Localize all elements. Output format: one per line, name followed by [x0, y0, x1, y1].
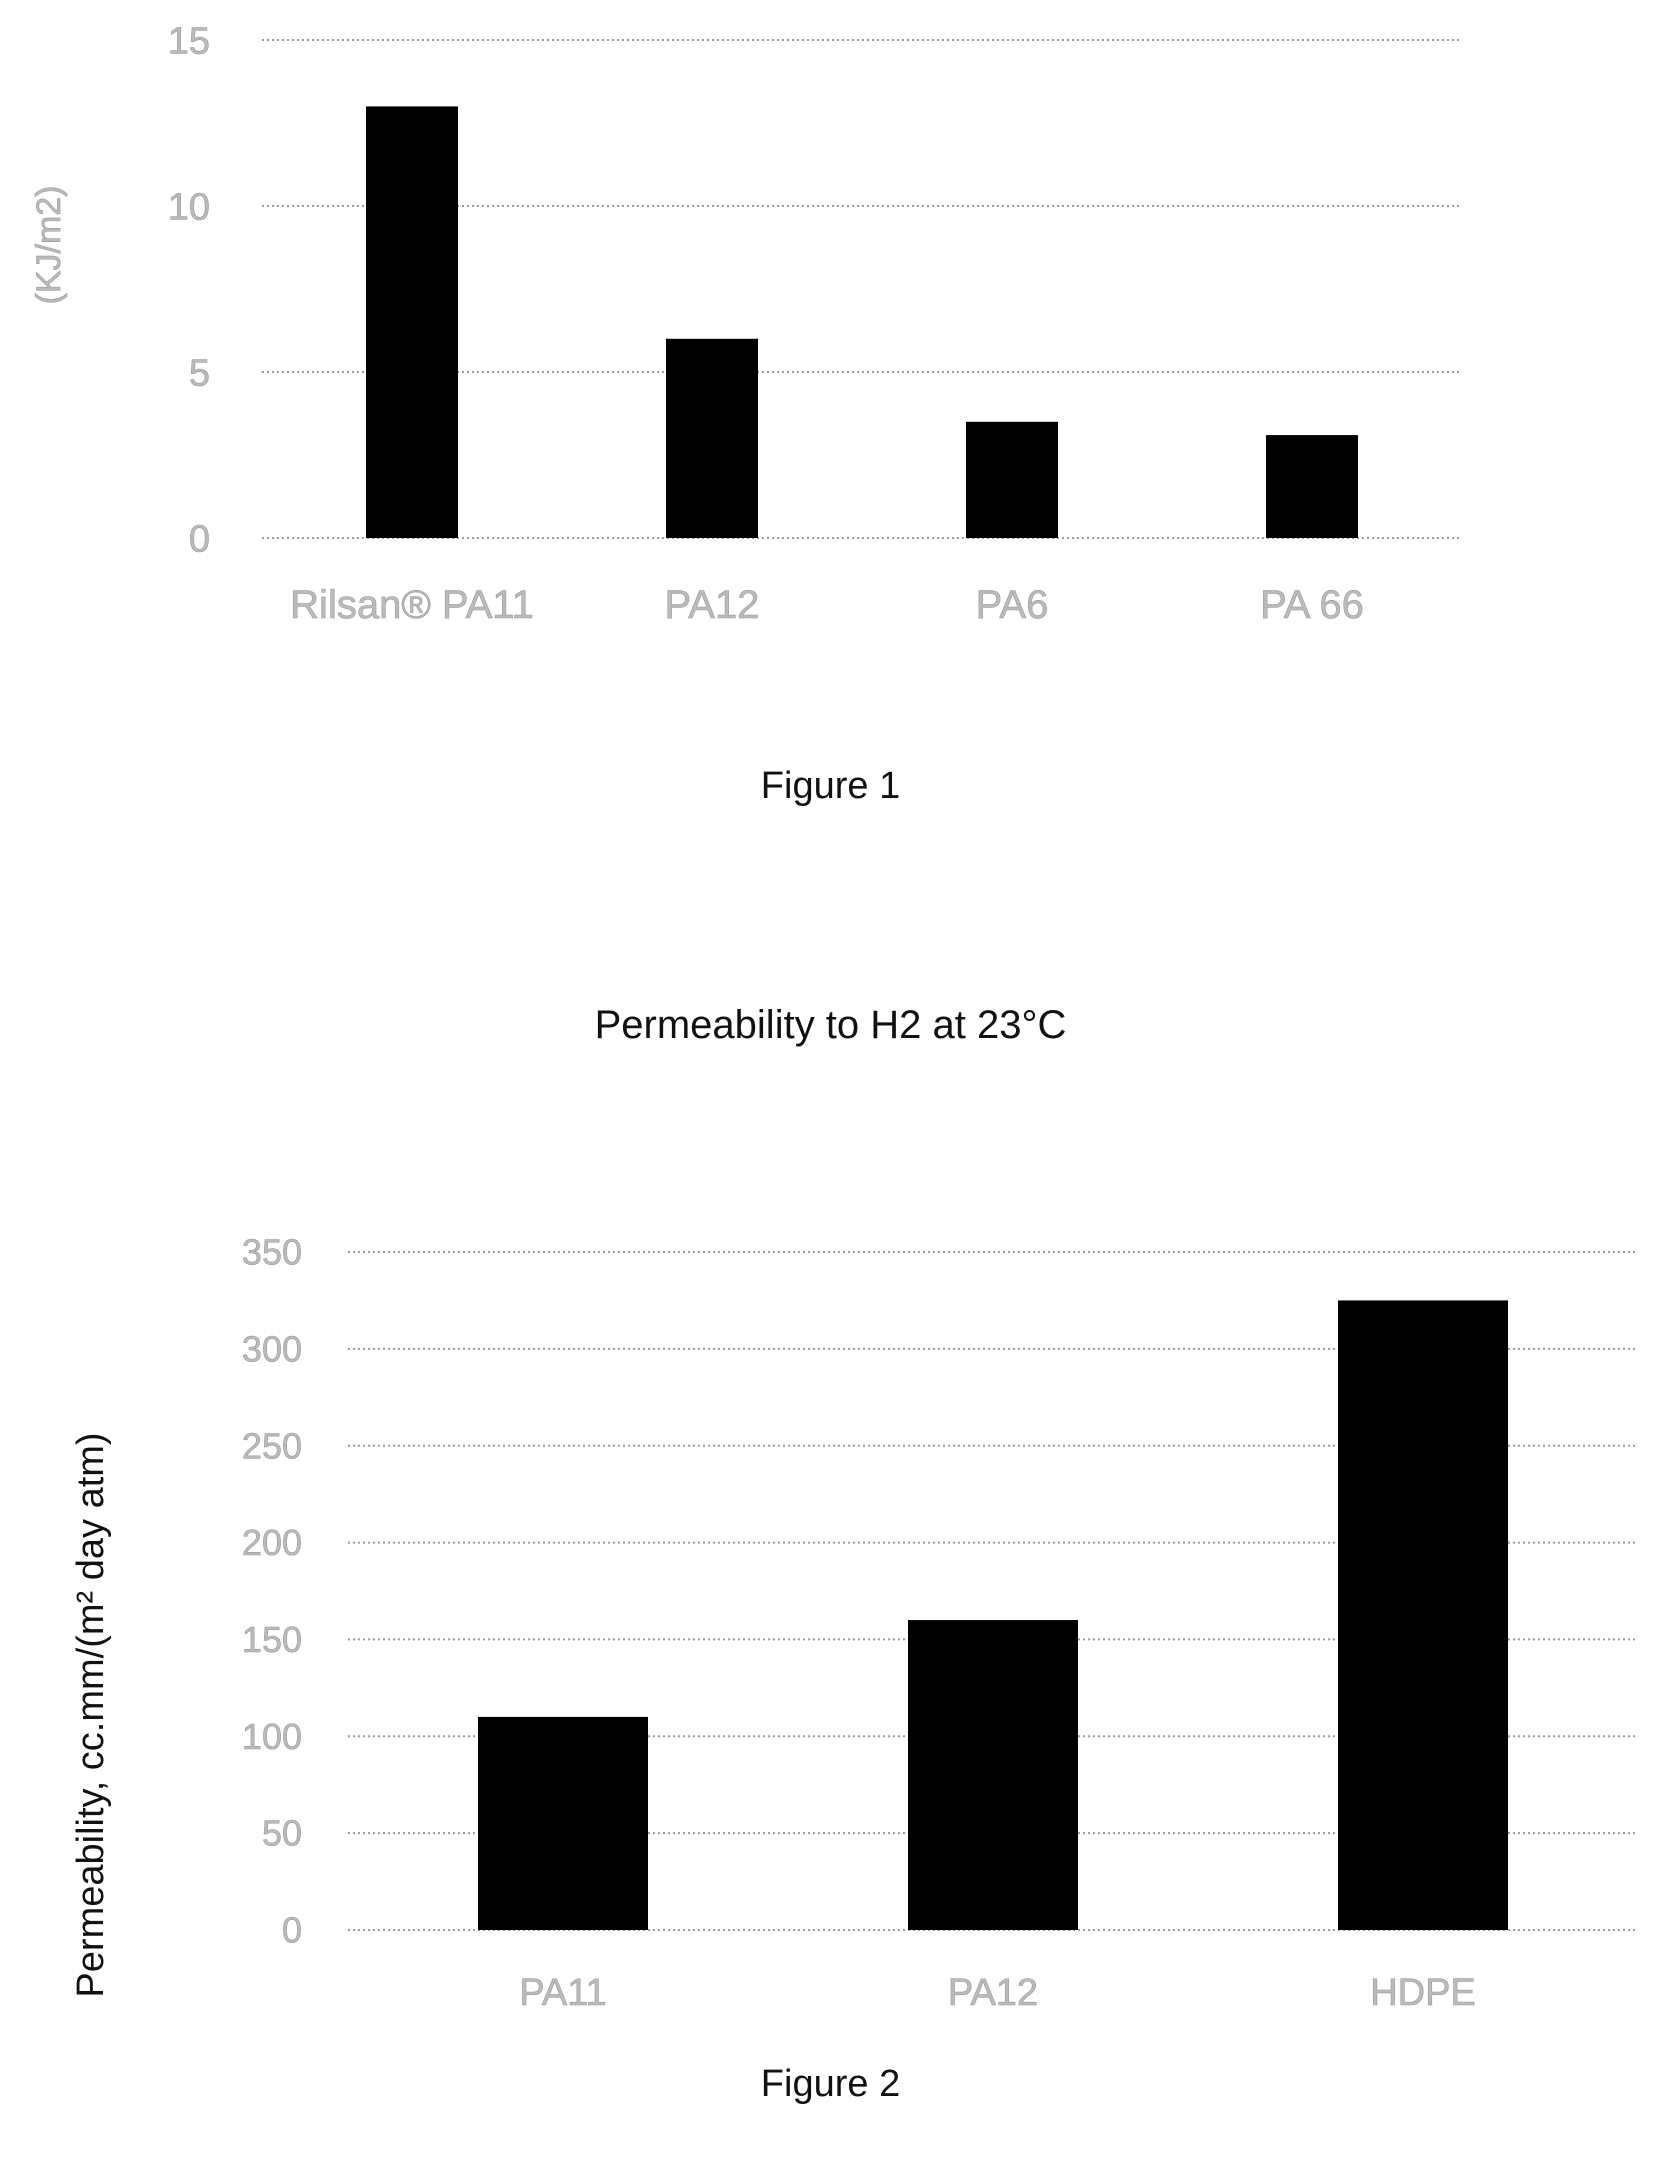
y-tick-label: 10 [168, 186, 210, 228]
bar [666, 338, 758, 538]
x-category-label: PA11 [519, 1972, 606, 2014]
bar [1338, 1300, 1508, 1930]
figure1-y-ticks: 0 5 10 15 [167, 20, 210, 561]
figure2-x-ticks: PA11 PA12 HDPE [519, 1972, 1476, 2015]
x-category-label: PA12 [665, 583, 760, 627]
figure1-y-axis-label: (KJ/m2) [30, 186, 68, 305]
x-category-label: HDPE [1370, 1972, 1476, 2014]
bar [478, 1716, 648, 1930]
y-tick-label: 150 [242, 1619, 302, 1660]
y-tick-label: 200 [242, 1522, 302, 1563]
y-tick-label: 0 [282, 1910, 302, 1951]
bar [1266, 435, 1358, 538]
y-tick-label: 350 [242, 1232, 302, 1273]
bar [966, 421, 1058, 538]
y-tick-label: 5 [189, 352, 210, 394]
y-tick-label: 100 [242, 1716, 302, 1757]
figure1-bar-chart: 0 5 10 15 Rilsan® PA11 PA12 PA6 PA 66 (KJ/m2) [30, 20, 1462, 628]
y-tick-label: 15 [168, 20, 210, 62]
figure2-bars [478, 1300, 1508, 1930]
bar [908, 1620, 1078, 1930]
figure2-y-axis-label: Permeability, cc.mm/(m² day atm) [70, 1432, 112, 1997]
figure1-x-ticks: Rilsan® PA11 PA12 PA6 PA 66 [290, 583, 1364, 628]
x-category-label: Rilsan® PA11 [290, 583, 534, 627]
figure1-caption: Figure 1 [760, 765, 901, 807]
y-tick-label: 300 [242, 1328, 302, 1369]
x-category-label: PA 66 [1260, 583, 1364, 627]
x-category-label: PA12 [948, 1972, 1038, 2014]
bar [366, 106, 458, 539]
figure2-y-ticks: 0 50 100 150 200 250 300 350 [242, 1231, 303, 1951]
y-tick-label: 250 [242, 1425, 302, 1466]
y-tick-label: 50 [262, 1813, 302, 1854]
y-tick-label: 0 [189, 518, 210, 560]
x-category-label: PA6 [976, 583, 1049, 627]
figure2-caption: Figure 2 [760, 2063, 901, 2105]
figure2-bar-chart: 0 50 100 150 200 250 300 350 PA11 PA12 HDPE Perme… [70, 1231, 1638, 2015]
figure2-chart-title: Permeability to H2 at 23°C [594, 1003, 1067, 1047]
figure1-gridlines [262, 39, 1462, 539]
figure1-bars [366, 106, 1358, 539]
